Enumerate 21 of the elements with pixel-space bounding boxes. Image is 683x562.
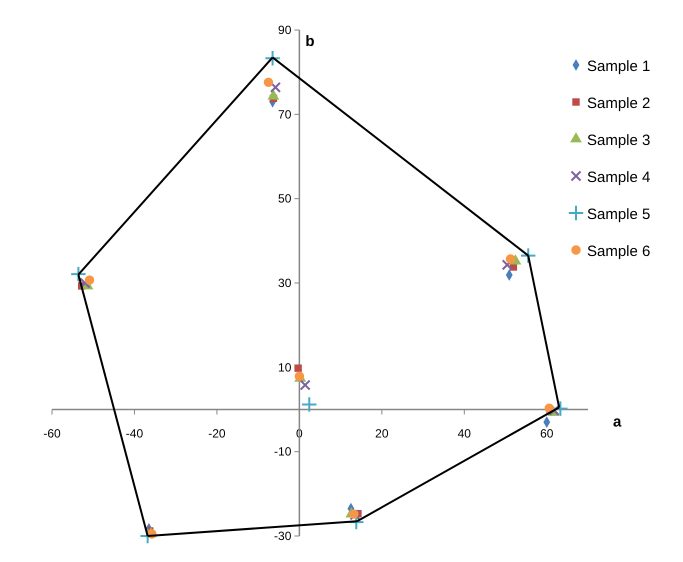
x-tick-label: -40 bbox=[126, 426, 144, 440]
y-tick-label: 10 bbox=[278, 360, 292, 374]
y-tick-label: -10 bbox=[274, 444, 292, 459]
y-tick-label: 70 bbox=[278, 107, 292, 122]
y-axis-title: b bbox=[305, 33, 315, 50]
y-tick-label: 90 bbox=[278, 23, 292, 37]
legend-label: Sample 1 bbox=[587, 58, 650, 75]
x-tick-label: -20 bbox=[208, 426, 226, 440]
y-tick-label: 30 bbox=[278, 276, 292, 290]
legend-label: Sample 4 bbox=[587, 169, 650, 186]
y-tick-label: -30 bbox=[274, 529, 292, 543]
legend-label: Sample 2 bbox=[587, 95, 650, 112]
y-tick-label: 50 bbox=[278, 192, 292, 206]
x-tick-label: 60 bbox=[540, 426, 554, 440]
x-tick-label: -60 bbox=[43, 426, 61, 440]
legend-label: Sample 6 bbox=[587, 243, 650, 260]
x-axis-title: a bbox=[613, 414, 622, 430]
legend-label: Sample 3 bbox=[587, 132, 650, 149]
x-tick-label: 40 bbox=[458, 426, 472, 440]
legend-label: Sample 5 bbox=[587, 206, 650, 223]
x-tick-label: 20 bbox=[375, 426, 389, 440]
